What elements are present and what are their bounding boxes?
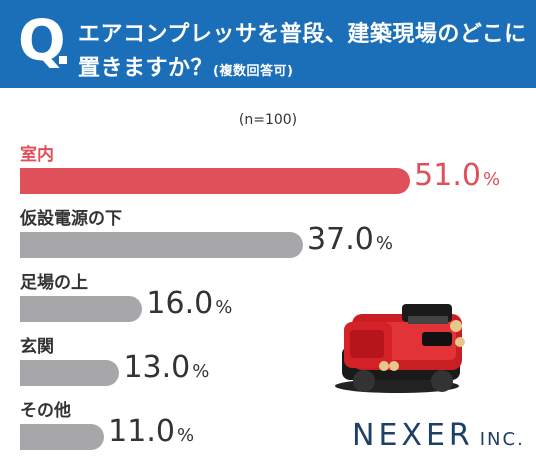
bar — [20, 424, 105, 450]
bar — [20, 232, 304, 258]
sample-size-note: (n=100) — [238, 112, 298, 128]
value-label: 51.0% — [414, 158, 500, 193]
value-number: 13.0 — [123, 350, 191, 385]
category-label: 仮設電源の下 — [20, 209, 122, 229]
question-mark: Q — [18, 9, 66, 74]
value-number: 16.0 — [146, 286, 214, 321]
value-label: 37.0% — [307, 222, 393, 257]
value-unit: % — [482, 169, 501, 190]
question-title-note: (複数回答可) — [213, 64, 294, 79]
question-title-line2: 置きますか？(複数回答可) — [78, 50, 293, 82]
category-label: その他 — [20, 401, 71, 421]
value-unit: % — [176, 425, 195, 446]
logo-name: NEXER — [352, 418, 474, 453]
value-unit: % — [192, 361, 210, 382]
value-unit: % — [375, 233, 393, 254]
value-number: 11.0 — [108, 414, 175, 449]
company-logo: NEXER INC. — [352, 418, 525, 453]
logo-suffix: INC. — [479, 429, 525, 450]
category-label: 玄関 — [20, 337, 54, 357]
value-number: 51.0 — [414, 158, 481, 193]
value-label: 16.0% — [146, 286, 232, 321]
bar — [20, 360, 120, 386]
value-unit: % — [215, 297, 233, 318]
category-label: 室内 — [20, 145, 54, 165]
chart-area — [0, 88, 536, 465]
category-label: 足場の上 — [20, 273, 88, 293]
value-label: 13.0% — [123, 350, 209, 385]
bar — [20, 168, 411, 194]
question-mark-dot — [59, 56, 67, 64]
bar — [20, 296, 143, 322]
question-title-line1: エアコンプレッサを普段、建築現場のどこに — [78, 22, 527, 47]
question-title-text: 置きますか？ — [78, 56, 214, 81]
value-label: 11.0% — [108, 414, 194, 449]
value-number: 37.0 — [307, 222, 374, 257]
air-compressor-illustration — [335, 304, 465, 393]
question-header: Q エアコンプレッサを普段、建築現場のどこに 置きますか？(複数回答可) — [0, 0, 536, 88]
